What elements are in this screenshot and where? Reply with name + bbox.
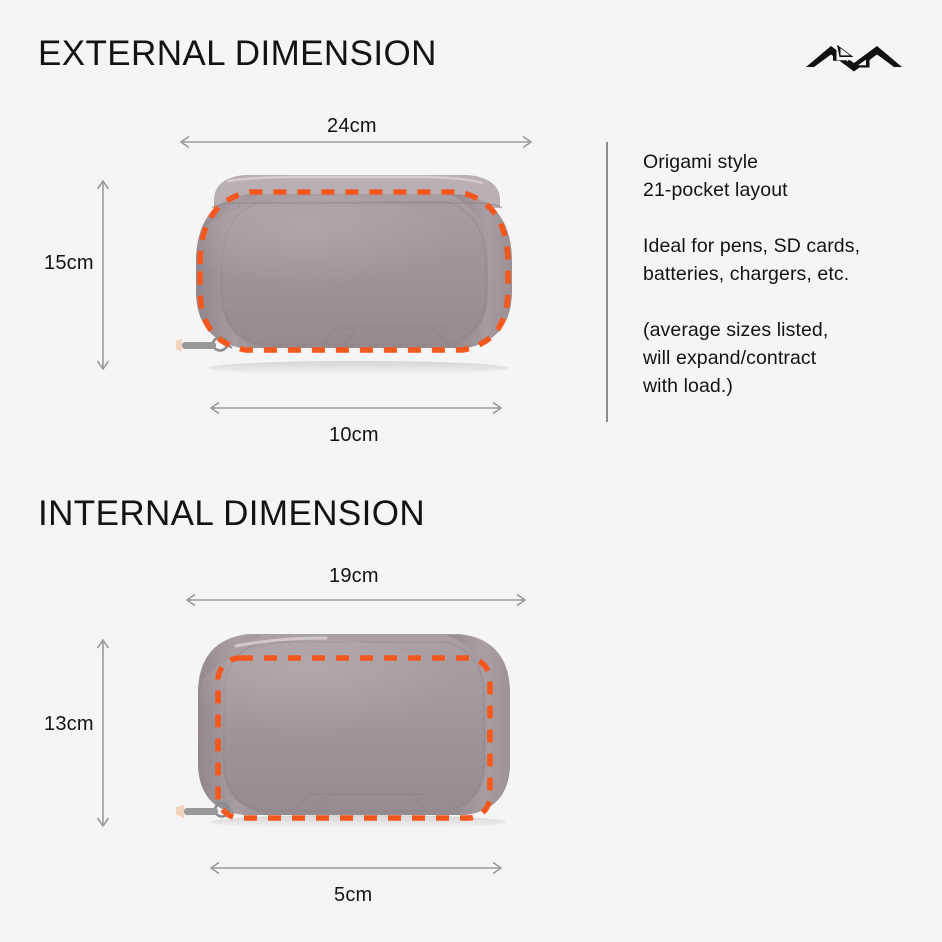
- dimension-label-external-left: 15cm: [44, 252, 94, 274]
- pouch-bottom-creases: [321, 327, 448, 347]
- zipper-pull-internal: [176, 802, 235, 818]
- page-title-external: EXTERNAL DIMENSION: [38, 34, 437, 73]
- dimension-label-internal-bottom: 5cm: [334, 884, 373, 906]
- highlight-outline-internal: [215, 655, 493, 821]
- dimension-label-external-bottom: 10cm: [329, 424, 379, 446]
- info-paragraph-disclaimer: (average sizes listed, will expand/contr…: [643, 319, 829, 397]
- dimension-label-internal-top: 19cm: [329, 565, 379, 587]
- dimension-arrow-internal-bottom: [209, 861, 503, 875]
- dimension-label-internal-left: 13cm: [44, 713, 94, 735]
- product-illustration-external: [176, 175, 512, 374]
- vertical-divider: [606, 142, 608, 422]
- dimension-arrow-external-top: [179, 135, 533, 149]
- info-paragraph-features: Origami style 21-pocket layout: [643, 151, 788, 201]
- info-text-block: Origami style 21-pocket layout Ideal for…: [643, 148, 923, 400]
- dimension-label-external-top: 24cm: [327, 115, 377, 137]
- highlight-outline-external: [197, 189, 511, 353]
- peak-design-logo: [806, 44, 902, 72]
- dimension-arrow-external-bottom: [209, 401, 503, 415]
- dimension-arrow-external-left: [96, 179, 110, 371]
- dimension-arrow-internal-left: [96, 638, 110, 828]
- info-paragraph-use-cases: Ideal for pens, SD cards, batteries, cha…: [643, 235, 861, 285]
- dimension-arrow-internal-top: [185, 593, 527, 607]
- pouch-bottom-creases-internal: [293, 793, 427, 813]
- page-title-internal: INTERNAL DIMENSION: [38, 494, 426, 533]
- product-illustration-internal: [176, 634, 510, 828]
